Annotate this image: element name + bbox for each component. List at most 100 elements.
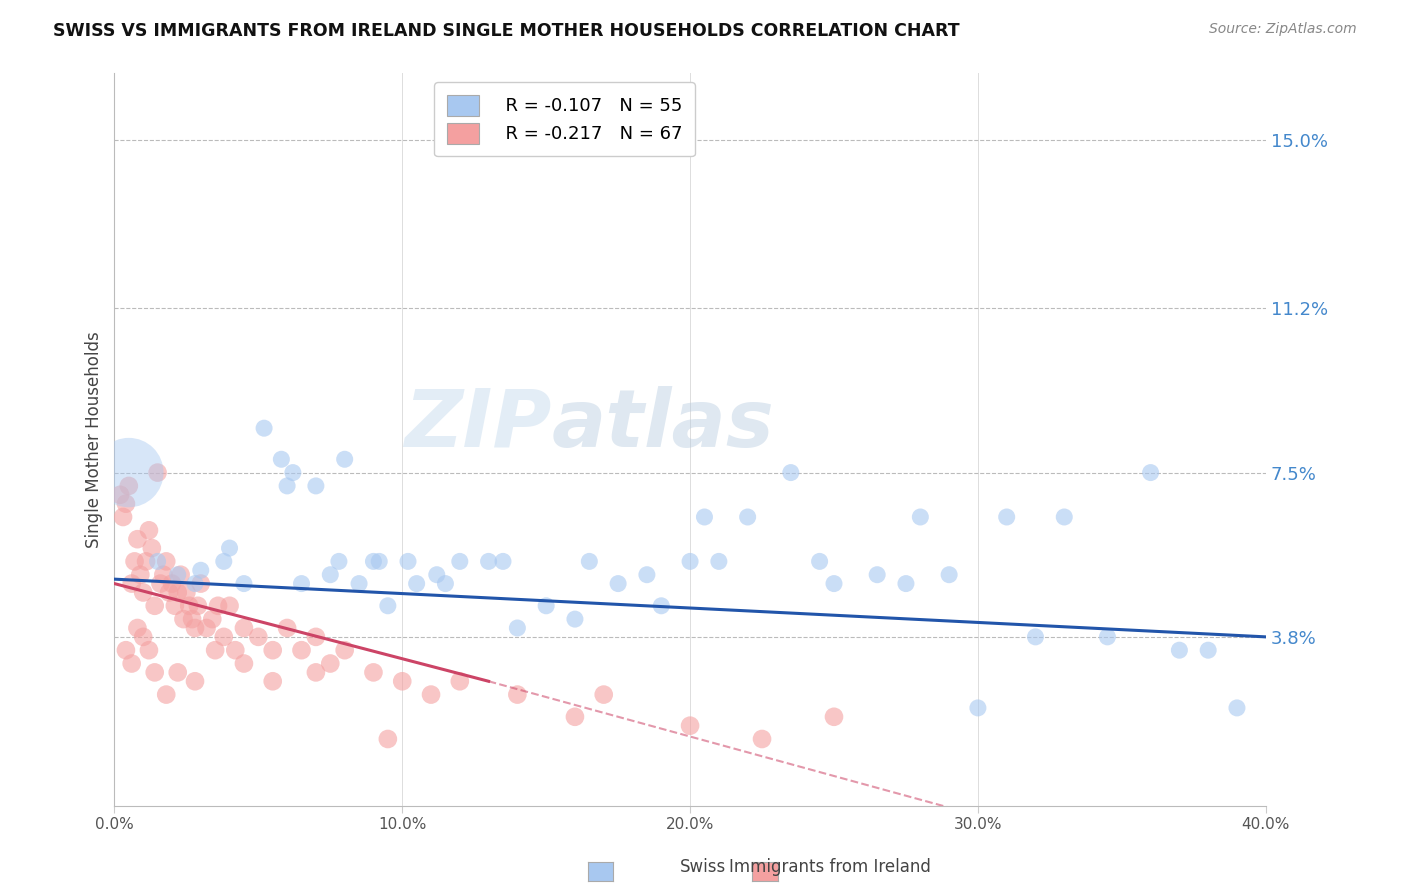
- Point: [347, 576, 370, 591]
- Point: [607, 576, 630, 591]
- Point: [534, 599, 557, 613]
- Point: [305, 665, 328, 680]
- Point: [578, 554, 600, 568]
- Point: [391, 674, 413, 689]
- Point: [146, 466, 169, 480]
- Point: [1168, 643, 1191, 657]
- Point: [319, 657, 342, 671]
- Point: [377, 731, 399, 746]
- Point: [224, 643, 246, 657]
- Point: [204, 643, 226, 657]
- Point: [808, 554, 831, 568]
- Point: [866, 567, 889, 582]
- Point: [253, 421, 276, 435]
- Text: SWISS VS IMMIGRANTS FROM IRELAND SINGLE MOTHER HOUSEHOLDS CORRELATION CHART: SWISS VS IMMIGRANTS FROM IRELAND SINGLE …: [53, 22, 960, 40]
- Point: [108, 488, 131, 502]
- Point: [212, 630, 235, 644]
- Point: [426, 567, 449, 582]
- Point: [1097, 630, 1119, 644]
- Point: [169, 567, 191, 582]
- Point: [179, 599, 201, 613]
- Point: [492, 554, 515, 568]
- Point: [564, 612, 586, 626]
- Point: [118, 466, 141, 480]
- Point: [894, 576, 917, 591]
- Point: [176, 585, 198, 599]
- Text: Swiss: Swiss: [681, 858, 725, 876]
- Point: [305, 630, 328, 644]
- Point: [262, 674, 284, 689]
- Point: [693, 510, 716, 524]
- Point: [290, 576, 312, 591]
- Point: [190, 576, 212, 591]
- Point: [184, 674, 207, 689]
- Point: [143, 599, 166, 613]
- Point: [368, 554, 391, 568]
- Point: [141, 541, 163, 555]
- Point: [218, 599, 240, 613]
- Point: [149, 576, 172, 591]
- Point: [679, 719, 702, 733]
- Point: [650, 599, 672, 613]
- Point: [592, 688, 614, 702]
- Point: [262, 643, 284, 657]
- Point: [1197, 643, 1219, 657]
- Point: [506, 688, 529, 702]
- Point: [707, 554, 730, 568]
- Point: [132, 630, 155, 644]
- Point: [124, 554, 146, 568]
- Point: [195, 621, 218, 635]
- Point: [135, 554, 157, 568]
- Point: [967, 701, 990, 715]
- Text: Immigrants from Ireland: Immigrants from Ireland: [728, 858, 931, 876]
- Point: [155, 688, 177, 702]
- Point: [420, 688, 443, 702]
- Y-axis label: Single Mother Households: Single Mother Households: [86, 331, 103, 548]
- Point: [396, 554, 419, 568]
- Point: [184, 576, 207, 591]
- Point: [449, 554, 471, 568]
- Point: [333, 643, 356, 657]
- Point: [232, 576, 254, 591]
- Point: [190, 563, 212, 577]
- Point: [1024, 630, 1046, 644]
- Point: [363, 554, 385, 568]
- Point: [201, 612, 224, 626]
- Point: [995, 510, 1018, 524]
- Point: [187, 599, 209, 613]
- Point: [115, 497, 138, 511]
- Point: [823, 710, 845, 724]
- Point: [333, 452, 356, 467]
- Point: [146, 554, 169, 568]
- Point: [328, 554, 350, 568]
- Point: [155, 554, 177, 568]
- Text: ZIP: ZIP: [405, 385, 553, 464]
- Point: [166, 665, 188, 680]
- Point: [121, 576, 143, 591]
- Point: [207, 599, 229, 613]
- Point: [132, 585, 155, 599]
- Point: [166, 585, 188, 599]
- Point: [138, 643, 160, 657]
- Point: [910, 510, 932, 524]
- Point: [115, 643, 138, 657]
- Point: [166, 567, 188, 582]
- Point: [1226, 701, 1249, 715]
- Point: [212, 554, 235, 568]
- Point: [270, 452, 292, 467]
- Point: [938, 567, 960, 582]
- Legend:   R = -0.107   N = 55,   R = -0.217   N = 67: R = -0.107 N = 55, R = -0.217 N = 67: [434, 82, 695, 156]
- Point: [276, 621, 298, 635]
- Point: [127, 532, 149, 546]
- Point: [434, 576, 457, 591]
- Point: [305, 479, 328, 493]
- Point: [276, 479, 298, 493]
- Point: [163, 599, 186, 613]
- Point: [779, 466, 801, 480]
- Point: [564, 710, 586, 724]
- Point: [1139, 466, 1161, 480]
- Point: [319, 567, 342, 582]
- Point: [636, 567, 658, 582]
- Point: [679, 554, 702, 568]
- Point: [127, 621, 149, 635]
